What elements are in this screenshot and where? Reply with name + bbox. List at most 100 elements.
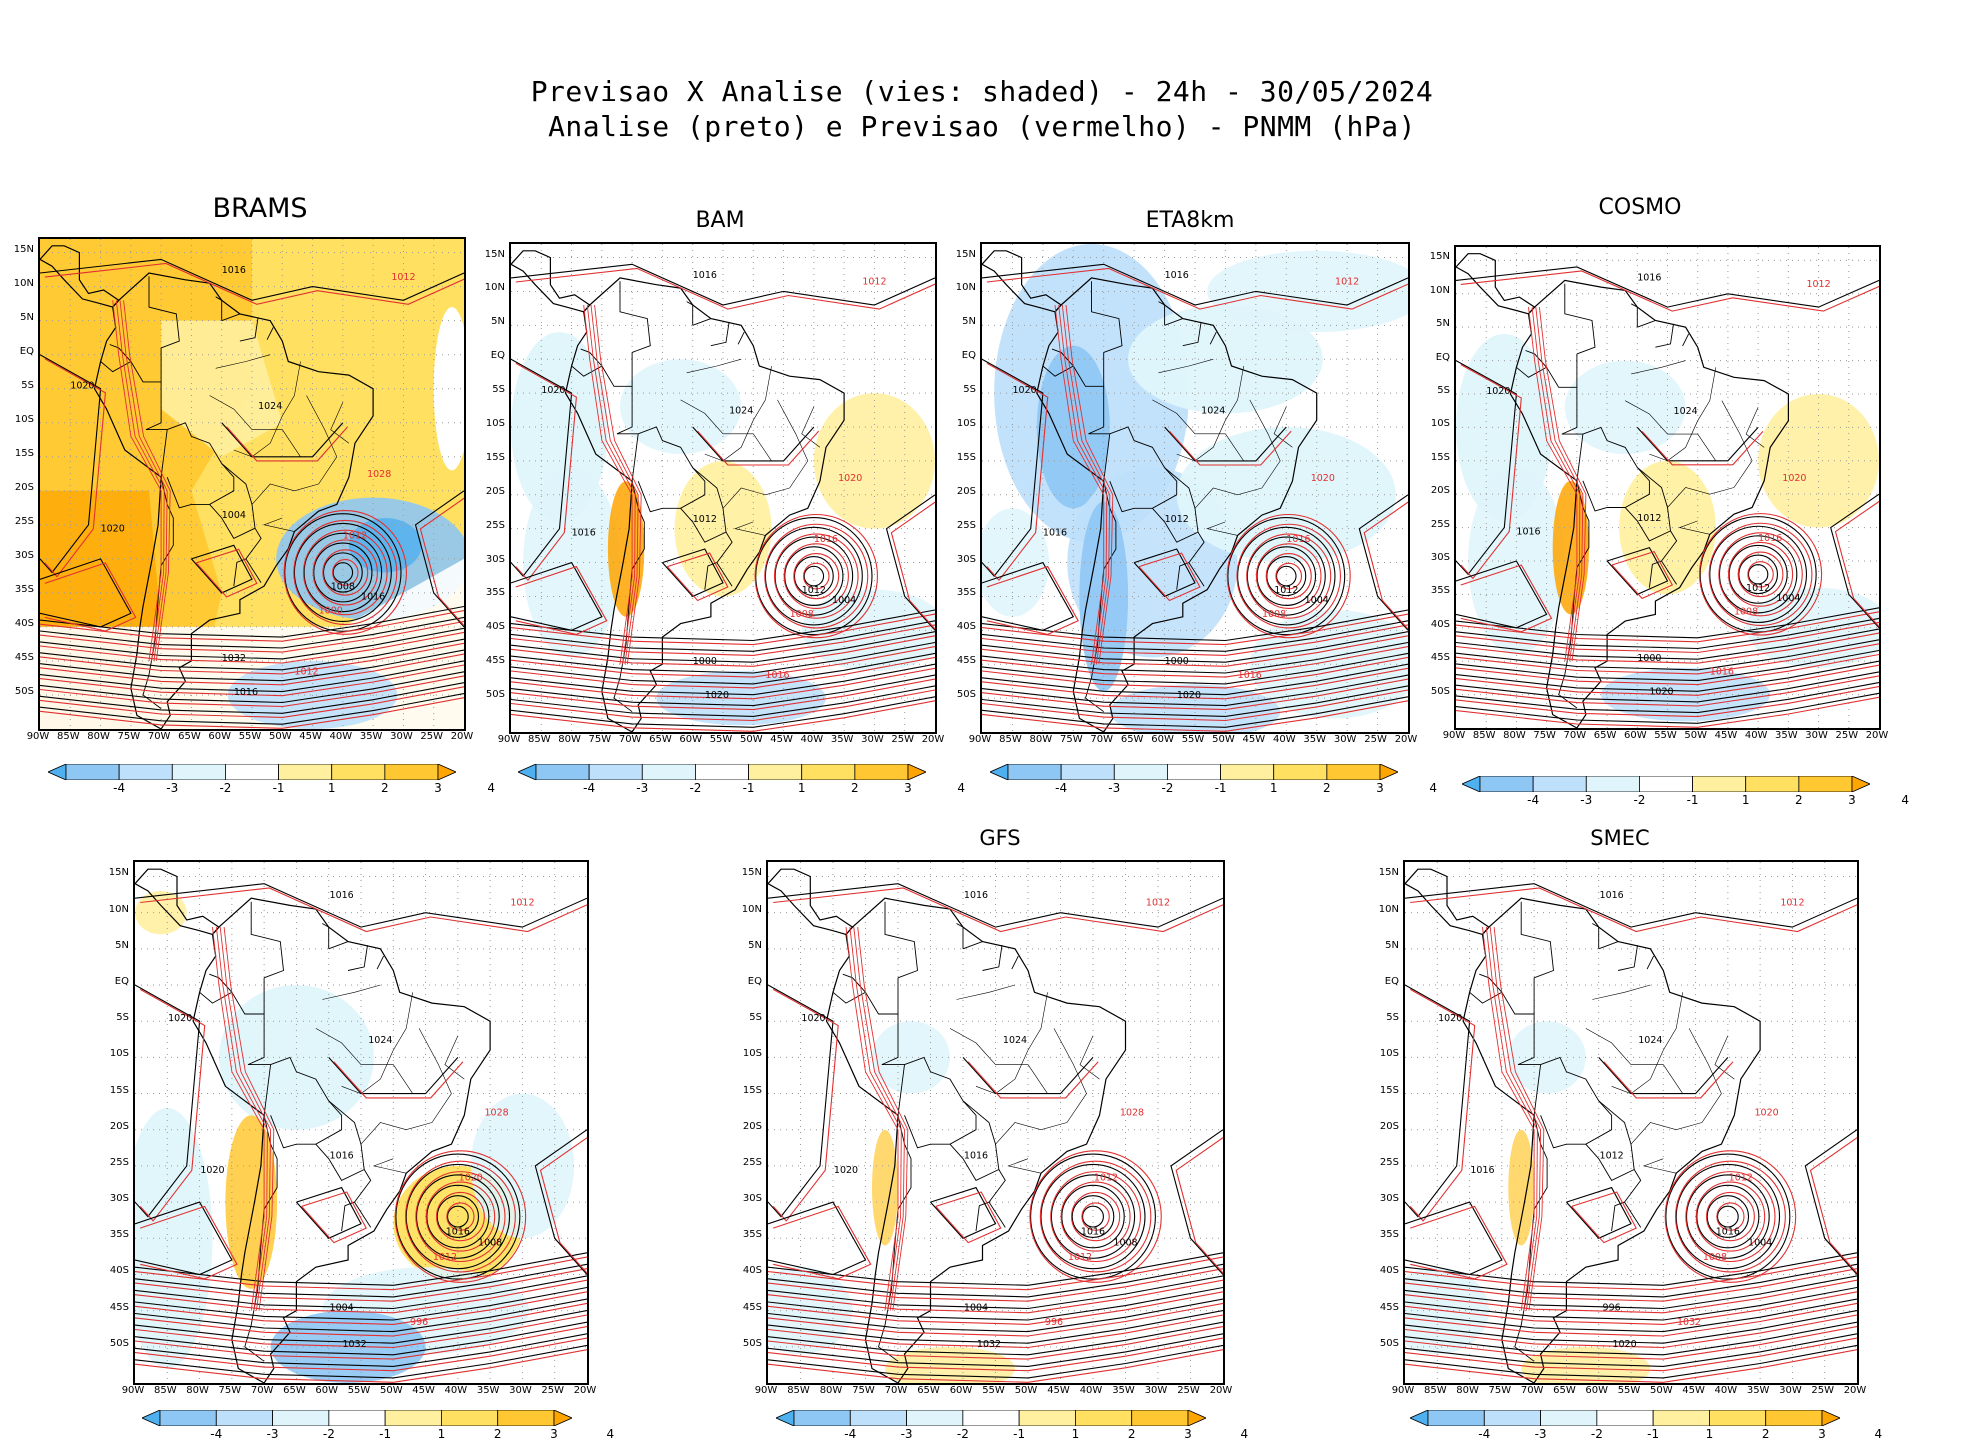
- isobar: [40, 697, 464, 729]
- contour-label: 1032: [342, 1339, 366, 1350]
- isobar: [967, 1061, 1099, 1099]
- lat-tick-label: 5S: [963, 384, 976, 396]
- contour-label: 1016: [964, 1151, 988, 1162]
- isobar: [1456, 621, 1879, 654]
- isobar: [793, 556, 834, 597]
- lat-tick-label: 40S: [1430, 618, 1450, 630]
- lon-tick-label: 40W: [329, 731, 353, 742]
- lat-tick-label: 15N: [484, 248, 505, 260]
- isobar: [511, 678, 935, 711]
- lat-tick-label: 20S: [956, 485, 976, 497]
- figure-title: Previsao X Analise (vies: shaded) - 24h …: [0, 74, 1964, 144]
- contour-label: 996: [410, 1317, 428, 1328]
- lon-tick-label: 90W: [1391, 1385, 1415, 1396]
- isobar: [332, 562, 354, 583]
- isobar: [1138, 552, 1201, 602]
- isobar: [1456, 664, 1879, 696]
- isobar: [1405, 1321, 1857, 1356]
- isobar: [982, 609, 1408, 642]
- isobars: [768, 883, 1223, 1383]
- state-border: [315, 1028, 413, 1094]
- country-border: [884, 901, 918, 979]
- colorbar-tick-label: -1: [272, 781, 285, 795]
- isobar: [857, 927, 909, 1311]
- contour-label: 1000: [319, 605, 343, 616]
- colorbar-tick-label: 4: [606, 1427, 615, 1441]
- lat-tick-label: 10S: [956, 418, 976, 429]
- country-border: [348, 945, 368, 971]
- coastlines: [40, 245, 374, 729]
- isobar: [1410, 887, 1857, 933]
- state-border: [680, 399, 772, 462]
- isobar: [112, 300, 162, 661]
- isobar: [511, 620, 935, 652]
- country-border: [1540, 1056, 1613, 1149]
- isobar: [40, 664, 464, 697]
- isobar: [511, 674, 935, 707]
- colorbar-tick-label: 4: [487, 781, 495, 795]
- isobar: [768, 1263, 1223, 1298]
- coastlines: [982, 250, 1318, 732]
- isobar: [1685, 1174, 1770, 1259]
- isobar: [414, 490, 464, 628]
- contour-label: 1024: [729, 405, 753, 416]
- contour-label: 1024: [1003, 1035, 1027, 1046]
- country-border: [904, 1056, 977, 1149]
- isobar: [1456, 686, 1879, 718]
- low-center-label: 1012: [802, 585, 826, 596]
- south-america-coast: [1036, 277, 1318, 732]
- isobar: [885, 494, 935, 631]
- isobar: [1747, 561, 1774, 588]
- colorbar-tick-label: 1: [1705, 1427, 1714, 1441]
- isobar: [1705, 1191, 1755, 1242]
- lon-tick-label: 45W: [1682, 1385, 1705, 1396]
- colorbar-segment: [331, 764, 386, 780]
- isobar: [511, 700, 935, 732]
- lat-tick-label: 30S: [109, 1193, 129, 1205]
- colorbar-segment: [535, 764, 590, 780]
- lon-tick-label: 75W: [1488, 1385, 1512, 1396]
- isobar: [135, 1263, 587, 1298]
- state-border: [995, 1122, 1068, 1145]
- lat-tick-label: 30S: [742, 1193, 762, 1205]
- colorbar-segment: [695, 764, 749, 780]
- contour-labels: 1016 1012 1020 1024 1028 1020 1016 1012 1008 1004…: [801, 890, 1170, 1350]
- state-border: [1678, 520, 1710, 535]
- colorbar-segment: [1379, 764, 1398, 780]
- contour-label: 1012: [433, 1252, 457, 1263]
- isobar: [661, 548, 724, 598]
- lat-tick-label: 25S: [109, 1156, 129, 1168]
- lat-tick-label: EQ: [961, 350, 976, 362]
- state-border: [1592, 984, 1651, 1000]
- isobar: [768, 1201, 867, 1276]
- isobar: [1071, 1191, 1121, 1242]
- isobar: [1565, 1186, 1632, 1239]
- country-border: [1576, 434, 1584, 481]
- isobar: [40, 693, 464, 725]
- lon-tick-label: 85W: [999, 734, 1022, 745]
- state-border: [1642, 1158, 1677, 1174]
- colorbar-segment: [48, 764, 67, 780]
- contour-label: 1016: [1637, 272, 1661, 283]
- isobar: [1728, 544, 1788, 604]
- lat-tick-label: 10N: [1378, 903, 1399, 915]
- isobar: [982, 631, 1408, 663]
- lat-tick-label: 5S: [21, 379, 34, 391]
- contour-label: 1032: [977, 1339, 1001, 1350]
- lat-tick-label: 15N: [741, 867, 762, 879]
- isobar: [190, 544, 253, 594]
- lon-tick-label: 35W: [1746, 1385, 1770, 1396]
- isobar: [511, 624, 935, 656]
- country-border: [975, 1169, 1006, 1232]
- lat-tick-label: 15S: [742, 1084, 762, 1096]
- colorbar-tick-label: -4: [1478, 1427, 1491, 1441]
- country-border: [215, 296, 223, 321]
- colorbar-tick-label: -3: [900, 1427, 913, 1441]
- bias-patch: [1619, 460, 1716, 595]
- isobar: [768, 1302, 1223, 1337]
- country-border: [1630, 303, 1638, 328]
- colorbar-tick-label: 2: [851, 781, 859, 795]
- isobar: [1405, 1344, 1857, 1379]
- contour-label: 1020: [541, 385, 565, 396]
- contour-label: 1016: [330, 1151, 354, 1162]
